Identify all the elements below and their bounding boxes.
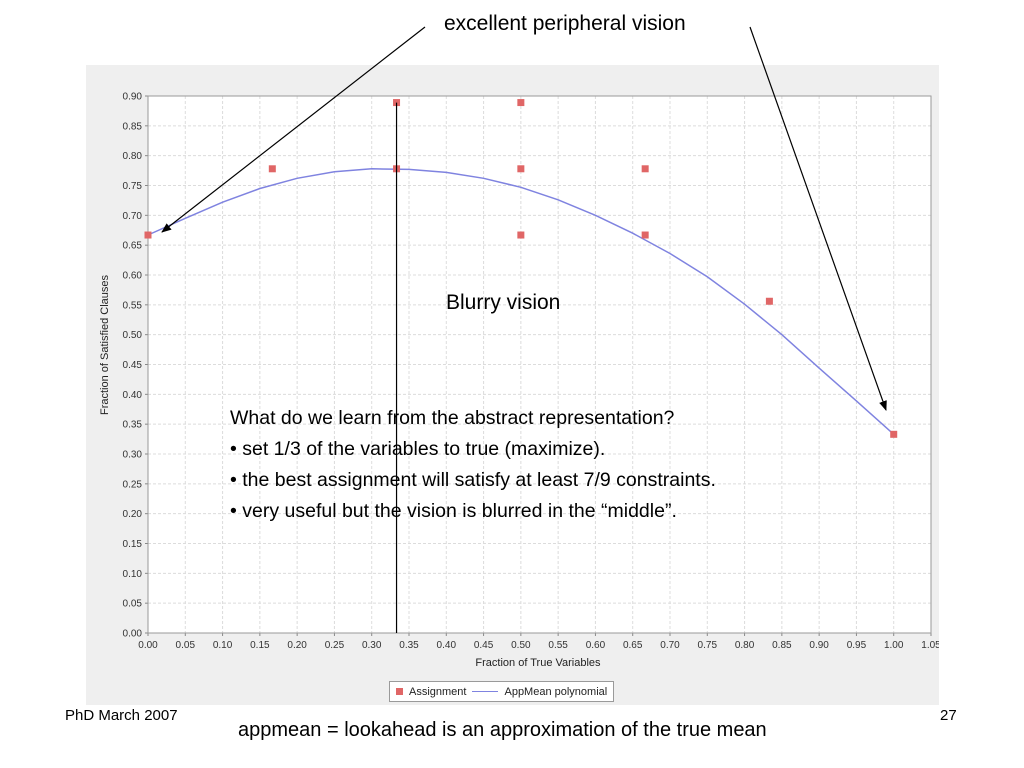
x-tick-label: 0.35 (399, 640, 419, 651)
body-line: • the best assignment will satisfy at le… (230, 469, 716, 491)
legend-assignment-label: Assignment (409, 685, 467, 698)
chart-svg: 0.00 0.05 0.10 0.15 0.20 0.25 0.30 0.35 0.40 0.45… (99, 92, 939, 670)
x-axis-label: Fraction of True Variables (475, 657, 601, 669)
legend-polynomial-label: AppMean polynomial (504, 685, 608, 698)
x-tick-label: 0.05 (176, 640, 196, 651)
y-tick-label: 0.05 (123, 599, 143, 610)
footer-caption: appmean = lookahead is an approximation … (238, 719, 767, 741)
y-tick-label: 0.80 (123, 151, 143, 162)
x-tick-label: 1.05 (921, 640, 939, 651)
x-tick-label: 0.15 (250, 640, 270, 651)
footer-left: PhD March 2007 (65, 707, 178, 724)
assignment-point (517, 165, 525, 173)
x-tick-label: 0.80 (735, 640, 755, 651)
chart-panel: 0.00 0.05 0.10 0.15 0.20 0.25 0.30 0.35 0.40 0.45… (86, 65, 939, 705)
assignment-point (641, 165, 649, 173)
x-tick-label: 0.20 (287, 640, 307, 651)
y-tick-label: 0.55 (123, 300, 143, 311)
x-tick-label: 0.85 (772, 640, 792, 651)
y-tick-label: 0.40 (123, 390, 143, 401)
y-tick-label: 0.00 (123, 629, 143, 640)
assignment-point (765, 297, 773, 305)
body-line: • set 1/3 of the variables to true (maxi… (230, 438, 606, 460)
y-tick-label: 0.30 (123, 450, 143, 461)
y-tick-label: 0.65 (123, 241, 143, 252)
legend-assignment-swatch (396, 688, 403, 695)
x-tick-label: 0.30 (362, 640, 382, 651)
y-tick-label: 0.85 (123, 121, 143, 132)
x-tick-label: 0.70 (660, 640, 680, 651)
x-tick-label: 0.60 (586, 640, 606, 651)
y-tick-label: 0.70 (123, 211, 143, 222)
callout-blurry-vision: Blurry vision (446, 291, 561, 314)
assignment-point (268, 165, 276, 173)
x-tick-label: 0.40 (437, 640, 457, 651)
y-axis-label: Fraction of Satisfied Clauses (99, 274, 111, 415)
y-tick-label: 0.20 (123, 509, 143, 520)
x-tick-label: 0.95 (847, 640, 867, 651)
x-tick-label: 0.50 (511, 640, 531, 651)
x-tick-label: 0.75 (698, 640, 718, 651)
x-tick-label: 0.00 (138, 640, 158, 651)
body-line: • very useful but the vision is blurred … (230, 500, 677, 522)
x-tick-label: 0.90 (809, 640, 829, 651)
x-tick-label: 0.25 (325, 640, 345, 651)
x-tick-label: 0.10 (213, 640, 233, 651)
slide-body: What do we learn from the abstract repre… (230, 403, 716, 527)
x-tick-label: 1.00 (884, 640, 904, 651)
body-line: What do we learn from the abstract repre… (230, 407, 675, 429)
y-tick-label: 0.10 (123, 569, 143, 580)
x-tick-label: 0.45 (474, 640, 494, 651)
y-tick-label: 0.25 (123, 479, 143, 490)
y-tick-label: 0.60 (123, 271, 143, 282)
assignment-point (517, 99, 525, 107)
assignment-point (517, 231, 525, 239)
legend-polynomial-swatch (472, 691, 499, 692)
callout-peripheral-vision: excellent peripheral vision (444, 12, 686, 35)
y-tick-label: 0.50 (123, 330, 143, 341)
plot-border (147, 95, 932, 634)
y-tick-label: 0.45 (123, 360, 143, 371)
page-number: 27 (940, 707, 957, 724)
assignment-point (641, 231, 649, 239)
y-tick-label: 0.75 (123, 181, 143, 192)
y-tick-label: 0.15 (123, 539, 143, 550)
assignment-point (890, 430, 898, 438)
x-tick-label: 0.65 (623, 640, 643, 651)
chart-legend: Assignment AppMean polynomial (389, 681, 615, 702)
y-tick-label: 0.90 (123, 92, 143, 103)
assignment-point (144, 231, 152, 239)
x-tick-label: 0.55 (548, 640, 568, 651)
y-tick-label: 0.35 (123, 420, 143, 431)
